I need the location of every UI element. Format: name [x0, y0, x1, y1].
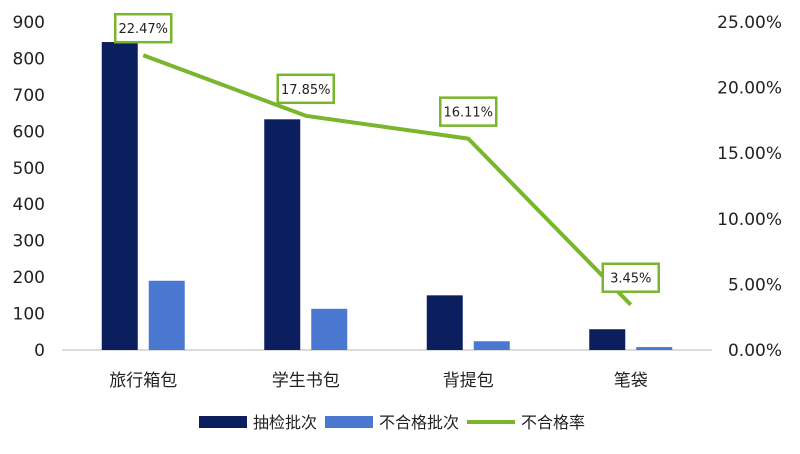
left-y-axis: 0 100 200 300 400 500 600 700 800 900	[13, 13, 45, 361]
legend-swatch-sampled	[199, 416, 247, 428]
failed-batches-bar	[636, 347, 673, 350]
rate-data-label: 16.11%	[443, 106, 493, 121]
left-tick-label: 0	[34, 341, 45, 361]
legend: 抽检批次 不合格批次 不合格率	[199, 413, 585, 432]
rate-data-label-box	[601, 262, 660, 293]
rate-line-series: 22.47% 17.85% 16.11% 3.45%	[114, 12, 660, 307]
left-tick-label: 600	[13, 122, 45, 142]
right-tick-label: 5.00%	[728, 275, 782, 295]
left-tick-label: 800	[13, 49, 45, 69]
x-axis-categories: 旅行箱包 学生书包 背提包 笔袋	[109, 371, 648, 391]
rate-data-label-box	[439, 96, 498, 127]
failed-batches-bar	[473, 341, 510, 350]
right-y-axis: 0.00% 5.00% 10.00% 15.00% 20.00% 25.00%	[717, 13, 782, 361]
failed-batches-bar	[311, 308, 348, 350]
rate-data-label: 22.47%	[118, 22, 168, 37]
right-tick-label: 0.00%	[728, 341, 782, 361]
failed-batches-bar	[148, 280, 185, 350]
category-label: 旅行箱包	[109, 371, 177, 391]
left-tick-label: 500	[13, 159, 45, 179]
legend-swatch-failed	[325, 416, 373, 428]
sampled-batches-bar	[589, 329, 626, 350]
right-tick-label: 10.00%	[717, 210, 782, 230]
legend-label: 不合格批次	[379, 413, 459, 432]
rate-line	[142, 53, 633, 307]
rate-data-label-box	[276, 73, 335, 105]
rate-data-label-box	[114, 12, 173, 44]
sampled-batches-bar	[426, 295, 463, 350]
category-label: 笔袋	[614, 371, 648, 391]
left-tick-label: 100	[13, 305, 45, 325]
left-tick-label: 300	[13, 232, 45, 252]
left-tick-label: 200	[13, 268, 45, 288]
category-label: 学生书包	[272, 371, 340, 391]
category-label: 背提包	[443, 371, 494, 391]
legend-label: 抽检批次	[253, 413, 317, 432]
bar-series	[101, 42, 673, 351]
left-tick-label: 900	[13, 13, 45, 33]
right-tick-label: 15.00%	[717, 144, 782, 164]
rate-data-label: 17.85%	[281, 83, 331, 98]
legend-label: 不合格率	[521, 413, 585, 432]
rate-data-label: 3.45%	[610, 272, 651, 287]
left-tick-label: 400	[13, 195, 45, 215]
left-tick-label: 700	[13, 86, 45, 106]
sampled-batches-bar	[264, 119, 301, 350]
right-tick-label: 20.00%	[717, 79, 782, 99]
sampled-batches-bar	[101, 42, 138, 351]
right-tick-label: 25.00%	[717, 13, 782, 33]
